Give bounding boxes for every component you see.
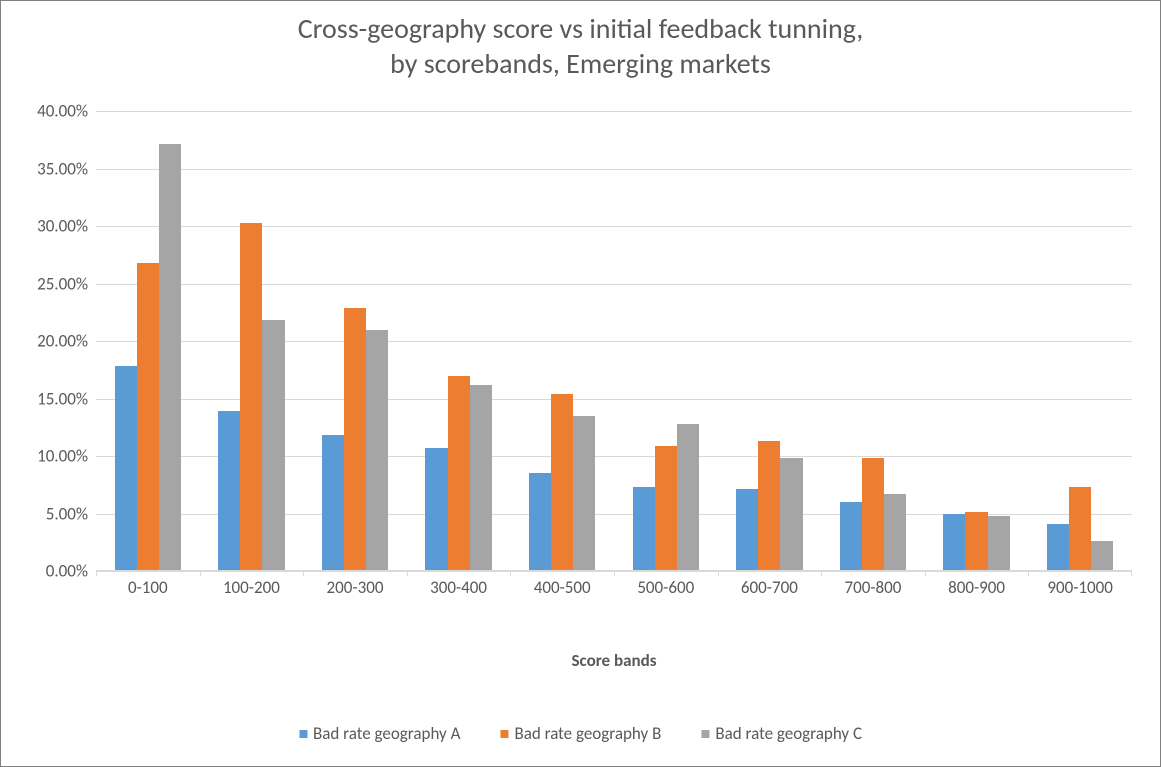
bar	[655, 446, 677, 571]
bar	[736, 489, 758, 571]
legend-swatch	[701, 730, 709, 738]
y-tick-label: 0.00%	[46, 561, 88, 582]
tick-mark	[96, 571, 97, 576]
bar	[470, 385, 492, 571]
bar	[159, 144, 181, 571]
x-tick-label: 100-200	[223, 577, 280, 598]
bar	[573, 416, 595, 571]
tick-mark	[303, 571, 304, 576]
tick-mark	[718, 571, 719, 576]
category-group: 300-400	[407, 111, 511, 571]
chart-title: Cross-geography score vs initial feedbac…	[1, 1, 1160, 81]
x-axis-title: Score bands	[572, 650, 657, 671]
tick-mark	[1131, 571, 1132, 576]
bar	[366, 330, 388, 572]
y-tick-label: 15.00%	[37, 388, 88, 409]
bar	[262, 320, 284, 571]
bar	[344, 308, 366, 571]
category-group: 900-1000	[1028, 111, 1132, 571]
bar	[425, 448, 447, 571]
category-group: 600-700	[718, 111, 822, 571]
x-tick-label: 400-500	[534, 577, 591, 598]
plot-area: 0.00%5.00%10.00%15.00%20.00%25.00%30.00%…	[96, 111, 1132, 611]
x-tick-label: 600-700	[741, 577, 798, 598]
category-group: 700-800	[821, 111, 925, 571]
bar	[677, 424, 699, 571]
category-group: 800-900	[925, 111, 1029, 571]
y-tick-label: 30.00%	[37, 216, 88, 237]
tick-mark	[925, 571, 926, 576]
bar	[965, 512, 987, 571]
x-tick-label: 700-800	[845, 577, 902, 598]
bar	[1069, 487, 1091, 571]
legend-item: Bad rate geography A	[299, 723, 460, 744]
x-tick-label: 300-400	[430, 577, 487, 598]
bar	[137, 263, 159, 571]
tick-mark	[821, 571, 822, 576]
bar	[1091, 541, 1113, 571]
x-axis-line	[96, 570, 1132, 571]
chart-title-line1: Cross-geography score vs initial feedbac…	[1, 11, 1160, 46]
y-tick-label: 35.00%	[37, 158, 88, 179]
x-tick-label: 800-900	[948, 577, 1005, 598]
bar	[240, 223, 262, 571]
legend-swatch	[500, 730, 508, 738]
chart-title-line2: by scorebands, Emerging markets	[1, 46, 1160, 81]
x-tick-label: 200-300	[327, 577, 384, 598]
y-tick-label: 40.00%	[37, 101, 88, 122]
category-group: 200-300	[303, 111, 407, 571]
y-tick-label: 20.00%	[37, 331, 88, 352]
bar	[1047, 524, 1069, 571]
bar	[884, 494, 906, 571]
tick-mark	[614, 571, 615, 576]
y-tick-label: 10.00%	[37, 446, 88, 467]
bar	[988, 516, 1010, 571]
plot-inner: 0.00%5.00%10.00%15.00%20.00%25.00%30.00%…	[96, 111, 1132, 571]
legend-item: Bad rate geography B	[500, 723, 661, 744]
y-tick-label: 5.00%	[46, 503, 88, 524]
legend-swatch	[299, 730, 307, 738]
bar	[322, 435, 344, 571]
x-tick-label: 900-1000	[1047, 577, 1113, 598]
legend-label: Bad rate geography B	[514, 723, 661, 744]
tick-mark	[407, 571, 408, 576]
bar	[448, 376, 470, 572]
x-tick-label: 500-600	[637, 577, 694, 598]
bar	[633, 487, 655, 571]
category-group: 0-100	[96, 111, 200, 571]
legend: Bad rate geography A Bad rate geography B…	[299, 723, 862, 744]
bar	[780, 458, 802, 571]
tick-mark	[1028, 571, 1029, 576]
bar	[218, 411, 240, 571]
bar	[840, 502, 862, 571]
legend-item: Bad rate geography C	[701, 723, 862, 744]
chart-container: Cross-geography score vs initial feedbac…	[0, 0, 1161, 767]
bar	[551, 394, 573, 571]
legend-label: Bad rate geography C	[715, 723, 862, 744]
tick-mark	[510, 571, 511, 576]
x-tick-label: 0-100	[128, 577, 168, 598]
tick-mark	[200, 571, 201, 576]
bar	[115, 366, 137, 571]
bar	[758, 441, 780, 571]
bar	[943, 514, 965, 572]
category-group: 400-500	[510, 111, 614, 571]
y-tick-label: 25.00%	[37, 273, 88, 294]
bar	[529, 473, 551, 571]
legend-label: Bad rate geography A	[313, 723, 460, 744]
category-group: 100-200	[200, 111, 304, 571]
bars-area: 0-100100-200200-300300-400400-500500-600…	[96, 111, 1132, 571]
category-group: 500-600	[614, 111, 718, 571]
bar	[862, 458, 884, 571]
